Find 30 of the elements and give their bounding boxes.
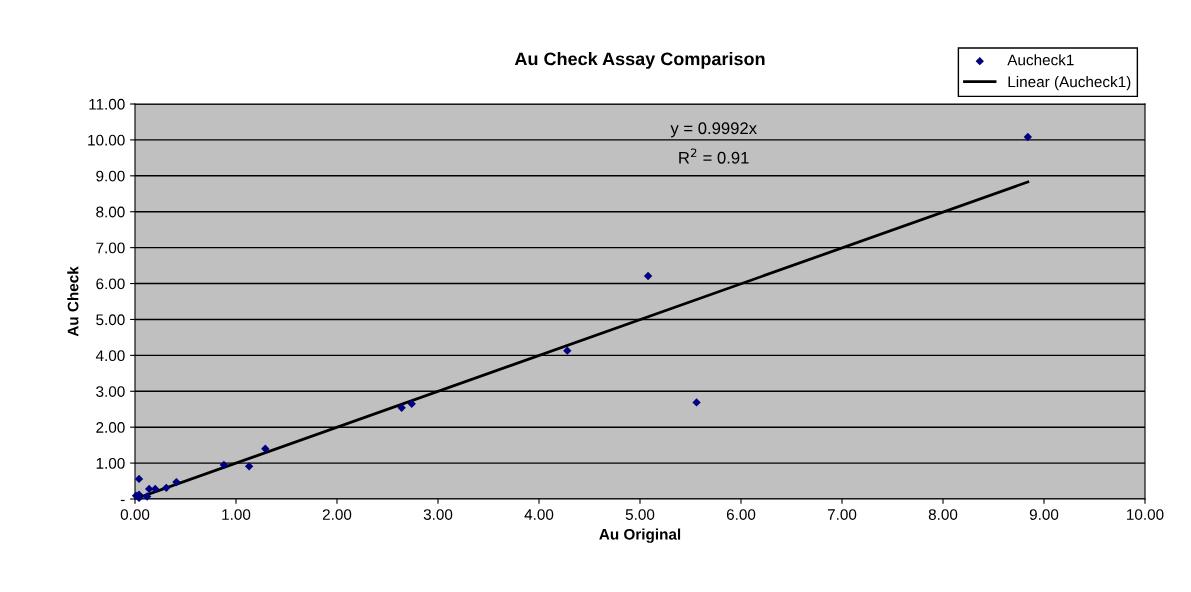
x-tick-label: 10.00 — [1127, 509, 1164, 520]
x-tick-label: 5.00 — [625, 509, 655, 520]
y-tick-label: 7.00 — [96, 242, 125, 254]
legend-label: Linear (Aucheck1) — [1008, 76, 1131, 91]
y-tick-label: 6.00 — [96, 278, 125, 290]
y-tick-label: - — [120, 499, 125, 502]
x-axis-title: Au Original — [599, 528, 681, 543]
y-tick-label: 10.00 — [88, 134, 125, 146]
y-tick-label: 4.00 — [95, 350, 125, 362]
chart-title: Au Check Assay Comparison — [514, 52, 765, 69]
y-tick-label: 5.00 — [96, 314, 125, 326]
x-tick-label: 7.00 — [827, 509, 857, 520]
x-tick-label: 0.00 — [120, 509, 150, 520]
x-tick-label: 2.00 — [322, 509, 352, 520]
y-axis-title: Au Check — [67, 266, 79, 337]
x-tick-label: 8.00 — [928, 509, 958, 520]
x-tick-label: 4.00 — [524, 509, 554, 520]
x-tick-label: 3.00 — [423, 509, 453, 520]
legend-label: Aucheck1 — [1007, 54, 1074, 66]
y-tick-label: 8.00 — [96, 206, 125, 218]
y-tick-label: 2.00 — [96, 422, 125, 433]
y-tick-label: 1.00 — [96, 457, 125, 469]
x-tick-label: 9.00 — [1029, 509, 1059, 520]
y-tick-label: 9.00 — [96, 170, 125, 182]
y-tick-label: 11.00 — [89, 98, 125, 110]
annotation: y = 0.9992x — [670, 122, 757, 138]
x-tick-label: 6.00 — [726, 509, 756, 520]
x-tick-label: 1.00 — [222, 509, 251, 520]
y-tick-label: 3.00 — [96, 386, 125, 397]
annotation: R$^{2}$ = 0.91 — [679, 148, 749, 164]
